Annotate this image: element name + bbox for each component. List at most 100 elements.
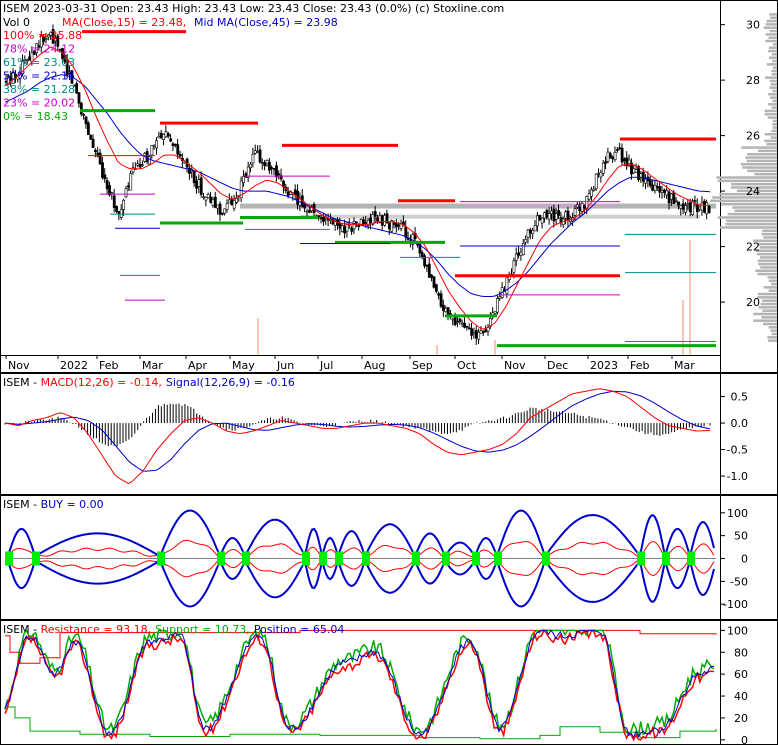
volume-profile-bar [764, 109, 777, 113]
macd-y-tick-label: 0.0 [731, 417, 749, 430]
volume-profile-bar [768, 326, 777, 329]
buy-title-name: ISEM - [3, 498, 41, 511]
price-y-tick-label: 24 [746, 185, 760, 198]
volume-label: Vol 0 [3, 16, 30, 29]
candle-body [707, 205, 711, 214]
candle-body [477, 332, 481, 340]
candle-body [674, 200, 678, 202]
candle-body [529, 229, 532, 234]
buy-signal-marker [412, 551, 420, 566]
candle-body [98, 152, 102, 165]
macd-title: ISEM - MACD(12,26) = -0.14, Signal(12,26,… [3, 376, 295, 389]
candle-body [550, 210, 553, 214]
candle-body [260, 162, 264, 164]
candle-body [653, 185, 657, 191]
candle-body [423, 255, 427, 267]
x-tick-label: Jun [276, 359, 294, 372]
stoch-d-line [4, 629, 715, 742]
volume-profile-bar [772, 99, 777, 103]
candle-body [21, 60, 24, 74]
candle-body [695, 204, 699, 213]
volume-profile-bar [717, 216, 777, 219]
buy-signal-marker [5, 551, 13, 566]
candle-body [641, 171, 645, 182]
candle-body [604, 161, 608, 164]
candle-body [44, 38, 48, 40]
candle-body [688, 202, 692, 213]
volume-profile-bar [770, 83, 777, 86]
candle-body [197, 179, 201, 187]
candle-body [430, 274, 434, 278]
macd-title-macd: MACD(12,26) = -0.14, [41, 376, 162, 389]
price-y-tick-label: 30 [746, 19, 760, 32]
volume-profile-bar [765, 76, 777, 79]
candle-body [467, 327, 471, 330]
candle-body [376, 217, 379, 222]
candle-body [679, 205, 683, 209]
candle-body [235, 198, 238, 203]
volume-profile-bar [770, 79, 777, 83]
candle-body [230, 199, 234, 206]
candle-body [684, 205, 687, 213]
candle-body [82, 114, 86, 116]
candle-body [94, 149, 97, 153]
candle-body [246, 166, 250, 178]
volume-profile-bar [768, 289, 777, 292]
volume-profile-bar [772, 126, 777, 129]
stoch-y-tick-label: 60 [734, 668, 748, 681]
volume-profile-bar [752, 239, 777, 243]
volume-profile-bar [726, 219, 777, 223]
candle-body [505, 277, 509, 294]
candle-body [705, 202, 709, 215]
volume-profile-bar [719, 192, 777, 196]
candle-body [84, 116, 88, 125]
signal-line [4, 390, 711, 472]
candle-body [521, 243, 525, 255]
x-tick-label: Mar [674, 359, 695, 372]
price-y-tick-label: 20 [746, 296, 760, 309]
candle-body [660, 190, 664, 193]
volume-profile-bar [771, 129, 777, 133]
price-band [300, 214, 700, 219]
candle-body [442, 304, 445, 311]
candle-body [352, 221, 356, 230]
candle-body [481, 331, 485, 333]
buy-signal-marker [157, 551, 165, 566]
candle-body [218, 203, 222, 215]
x-tick-label: Apr [188, 359, 208, 372]
candle-body [498, 296, 502, 299]
x-tick-label: Oct [457, 359, 477, 372]
candle-body [228, 199, 231, 204]
candle-body [451, 318, 455, 321]
volume-profile-bar [756, 242, 777, 246]
candle-body [268, 161, 271, 171]
candle-body [253, 150, 257, 154]
candle-body [277, 173, 281, 176]
x-tick-label: Dec [547, 359, 568, 372]
volume-profile-bar [734, 209, 777, 213]
candle-body [620, 147, 624, 163]
buy-inner-lower [4, 557, 715, 578]
x-tick-label: Aug [364, 359, 385, 372]
x-tick-label: Feb [99, 359, 118, 372]
candle-body [221, 212, 224, 215]
x-tick-label: Jul [319, 359, 333, 372]
candle-body [216, 204, 220, 209]
candle-body [470, 328, 474, 336]
candle-body [698, 206, 702, 210]
candle-body [623, 158, 626, 162]
support-line [5, 706, 717, 740]
volume-profile-bar [769, 29, 777, 33]
candle-body [159, 132, 163, 138]
candle-body [138, 163, 142, 168]
volume-profile-bar [765, 33, 777, 36]
candle-body [251, 154, 255, 164]
volume-profile-bar [765, 23, 777, 26]
candle-body [484, 329, 488, 333]
volume-profile-bar [762, 309, 777, 312]
buy-series-layer [4, 509, 716, 608]
volume-profile-bar [753, 319, 777, 322]
candle-body [686, 202, 690, 205]
candle-body [524, 238, 528, 243]
stoch-title-resistance: Resistance = 93.18, [41, 623, 151, 636]
